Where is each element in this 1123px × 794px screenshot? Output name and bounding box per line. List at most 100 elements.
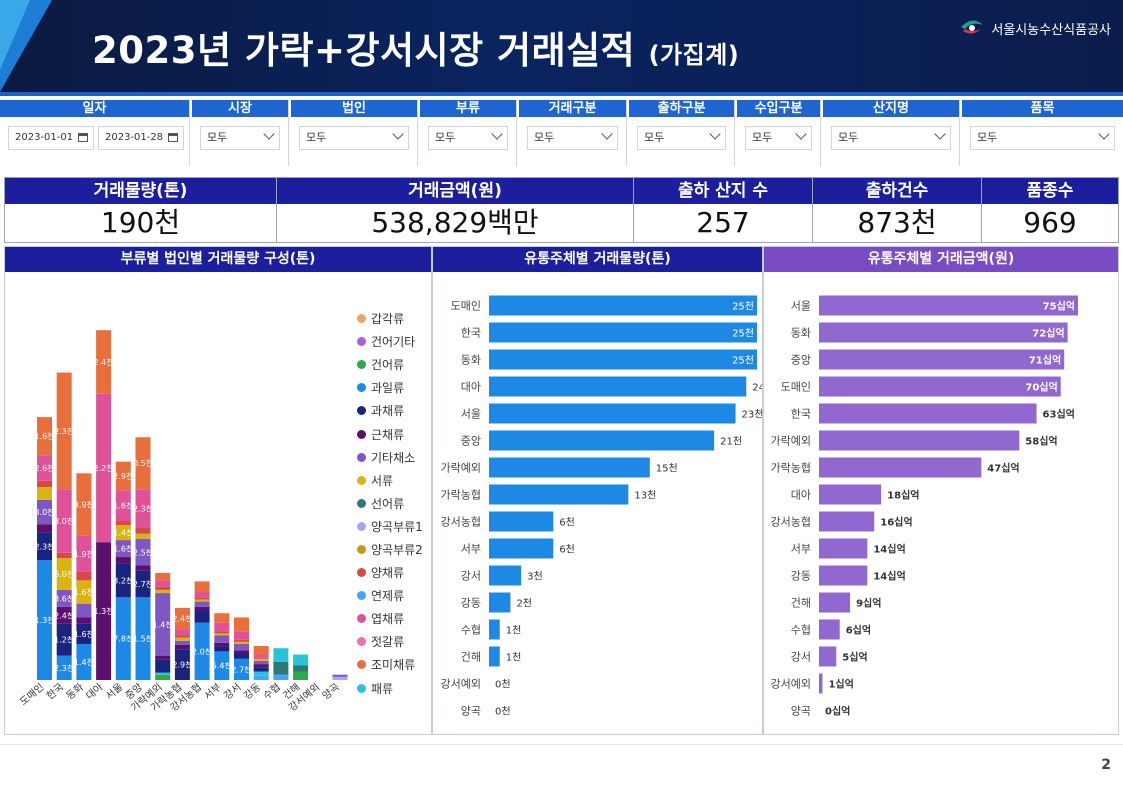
stacked-bar-segment[interactable] xyxy=(135,437,151,490)
stacked-bar-segment[interactable] xyxy=(155,659,171,673)
stacked-bar-segment[interactable] xyxy=(273,648,289,662)
stacked-bar-segment[interactable] xyxy=(155,655,171,660)
legend-item[interactable]: 서류 xyxy=(357,469,423,492)
stacked-bar-segment[interactable] xyxy=(115,490,131,521)
stacked-bar-segment[interactable] xyxy=(234,639,249,642)
stacked-bar-segment[interactable] xyxy=(37,499,52,525)
stacked-bar-segment[interactable] xyxy=(214,646,230,652)
stacked-bar-segment[interactable] xyxy=(96,542,112,680)
stacked-bar-segment[interactable] xyxy=(135,533,151,540)
stacked-bar-segment[interactable] xyxy=(293,654,309,666)
stacked-bar-segment[interactable] xyxy=(37,487,52,500)
stacked-bar-segment[interactable] xyxy=(76,617,92,624)
bar[interactable] xyxy=(819,565,868,586)
stacked-bar-segment[interactable] xyxy=(135,527,151,534)
slicer-dropdown[interactable]: 모두 xyxy=(831,126,951,150)
stacked-bar-segment[interactable] xyxy=(293,665,309,672)
stacked-bar-segment[interactable] xyxy=(37,480,52,488)
stacked-bar-segment[interactable] xyxy=(253,658,269,661)
stacked-bar-segment[interactable] xyxy=(155,586,171,590)
stacked-bar-segment[interactable] xyxy=(155,580,171,587)
legend-item[interactable]: 과일류 xyxy=(357,376,423,399)
bar[interactable] xyxy=(489,646,500,667)
stacked-bar-segment[interactable] xyxy=(214,613,230,623)
stacked-bar-segment[interactable] xyxy=(293,671,309,680)
legend-item[interactable]: 과채류 xyxy=(357,399,423,422)
stacked-bar-segment[interactable] xyxy=(115,525,131,541)
stacked-bar-segment[interactable] xyxy=(174,607,190,630)
slicer-dropdown[interactable]: 모두 xyxy=(428,126,508,150)
stacked-bar-segment[interactable] xyxy=(214,622,230,632)
bar[interactable] xyxy=(819,646,837,667)
stacked-bar-segment[interactable] xyxy=(115,521,131,526)
bar[interactable] xyxy=(819,376,1061,397)
stacked-bar-segment[interactable] xyxy=(332,674,348,677)
bar[interactable] xyxy=(819,619,840,640)
bar[interactable] xyxy=(489,619,500,640)
stacked-bar-segment[interactable] xyxy=(37,560,52,680)
bar[interactable] xyxy=(819,592,851,613)
slicer-dropdown[interactable]: 모두 xyxy=(299,126,409,150)
bar[interactable] xyxy=(819,673,823,694)
stacked-bar-segment[interactable] xyxy=(273,674,289,680)
stacked-bar-segment[interactable] xyxy=(76,643,92,680)
slicer-dropdown[interactable]: 모두 xyxy=(527,126,618,150)
legend-item[interactable]: 갑각류 xyxy=(357,307,423,330)
stacked-bar-segment[interactable] xyxy=(194,601,210,607)
stacked-bar-segment[interactable] xyxy=(174,640,190,646)
stacked-bar-segment[interactable] xyxy=(76,580,92,604)
stacked-bar-segment[interactable] xyxy=(234,658,249,680)
stacked-bar-segment[interactable] xyxy=(214,631,230,634)
stacked-bar-segment[interactable] xyxy=(115,563,131,598)
stacked-bar-segment[interactable] xyxy=(194,622,210,680)
stacked-bar-segment[interactable] xyxy=(56,489,72,553)
stacked-bar-segment[interactable] xyxy=(115,597,131,680)
stacked-bar-segment[interactable] xyxy=(194,599,210,602)
legend-item[interactable]: 선어류 xyxy=(357,492,423,515)
stacked-bar-segment[interactable] xyxy=(115,540,131,558)
bar[interactable] xyxy=(489,376,747,397)
stacked-bar-segment[interactable] xyxy=(234,650,249,654)
slicer-dropdown[interactable]: 모두 xyxy=(745,126,812,150)
legend-item[interactable]: 근채류 xyxy=(357,422,423,445)
stacked-bar-segment[interactable] xyxy=(37,417,52,456)
stacked-bar-segment[interactable] xyxy=(174,629,190,636)
stacked-bar-segment[interactable] xyxy=(56,372,72,490)
stacked-bar-segment[interactable] xyxy=(174,645,190,650)
bar[interactable] xyxy=(819,457,982,478)
stacked-bar-segment[interactable] xyxy=(135,539,151,566)
stacked-bar-segment[interactable] xyxy=(37,532,52,561)
stacked-bar-segment[interactable] xyxy=(115,557,131,564)
bar[interactable] xyxy=(489,403,736,424)
stacked-bar-segment[interactable] xyxy=(155,593,171,656)
bar[interactable] xyxy=(819,430,1020,451)
stacked-bar-segment[interactable] xyxy=(194,581,210,593)
stacked-bar-segment[interactable] xyxy=(253,675,269,680)
stacked-bar-segment[interactable] xyxy=(234,641,249,644)
start-date-input[interactable]: 2023-01-01 xyxy=(8,126,94,150)
stacked-bar-segment[interactable] xyxy=(234,643,249,651)
stacked-bar-segment[interactable] xyxy=(194,606,210,611)
slicer-dropdown[interactable]: 모두 xyxy=(970,126,1115,150)
stacked-bar-segment[interactable] xyxy=(214,642,230,647)
stacked-bar-segment[interactable] xyxy=(56,589,72,607)
stacked-bar-segment[interactable] xyxy=(253,671,269,676)
bar[interactable] xyxy=(489,511,554,532)
bar[interactable] xyxy=(489,592,511,613)
stacked-bar-segment[interactable] xyxy=(253,657,269,659)
bar[interactable] xyxy=(819,484,882,505)
bar[interactable] xyxy=(489,484,629,505)
stacked-bar-segment[interactable] xyxy=(135,565,151,571)
bar[interactable] xyxy=(489,457,650,478)
stacked-bar-segment[interactable] xyxy=(253,646,269,655)
stacked-bar-segment[interactable] xyxy=(56,552,72,559)
stacked-bar-segment[interactable] xyxy=(253,660,269,665)
stacked-bar-segment[interactable] xyxy=(37,455,52,481)
legend-item[interactable]: 건어류 xyxy=(357,353,423,376)
legend-item[interactable]: 양곡부류2 xyxy=(357,538,423,561)
stacked-bar-segment[interactable] xyxy=(234,631,249,640)
stacked-bar-segment[interactable] xyxy=(155,589,171,594)
bar[interactable] xyxy=(819,538,868,559)
stacked-bar-segment[interactable] xyxy=(174,637,190,641)
legend-item[interactable]: 엽채류 xyxy=(357,607,423,630)
